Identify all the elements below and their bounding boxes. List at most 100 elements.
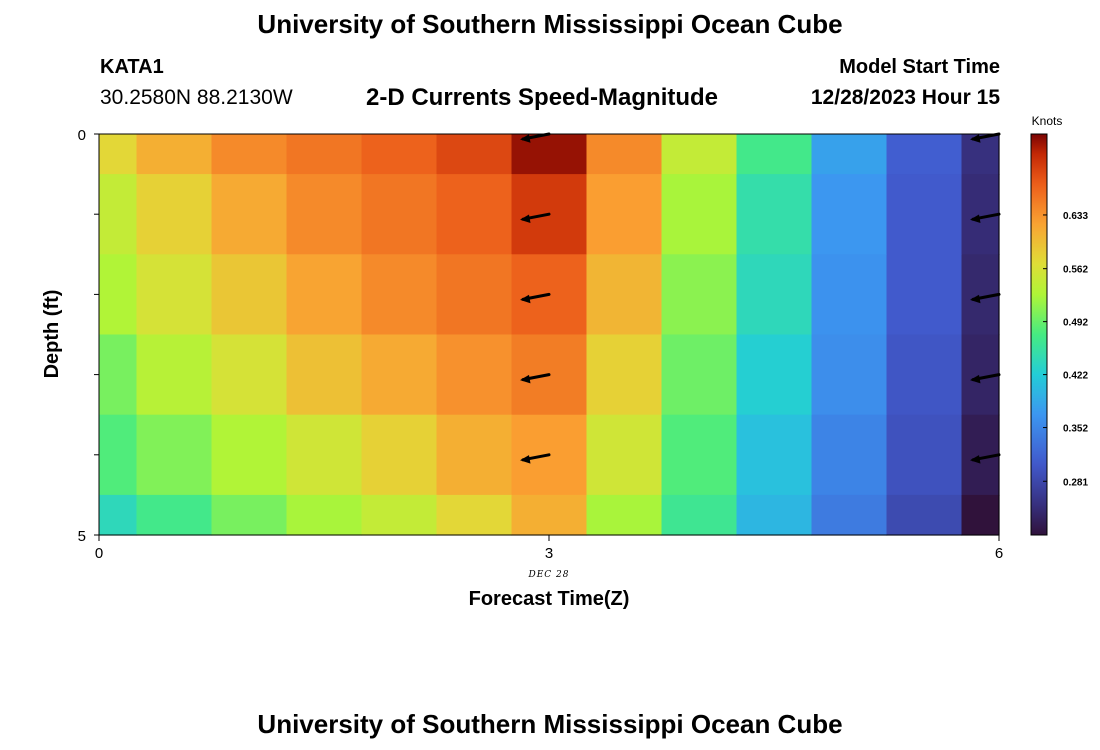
colorbar-tick-label: 0.352 bbox=[1063, 424, 1088, 435]
heatmap-cell bbox=[436, 334, 513, 416]
heatmap-cell bbox=[361, 134, 438, 175]
current-vector-arrow bbox=[970, 132, 1001, 143]
heatmap-cell bbox=[361, 414, 438, 496]
axes: 050 3 6 bbox=[78, 127, 1004, 562]
colorbar-gradient bbox=[1030, 133, 1048, 536]
current-vector-arrow bbox=[520, 373, 551, 384]
chart-subtitle: 2-D Currents Speed-Magnitude bbox=[366, 84, 719, 111]
current-vector-arrow bbox=[520, 132, 551, 143]
current-speed-chart: 050 3 6 Forecast Time(Z) Depth (ft) DEC 28… bbox=[41, 114, 1088, 610]
current-vector-arrow bbox=[970, 292, 1001, 304]
heatmap-cell bbox=[811, 334, 888, 416]
heatmap-cell bbox=[211, 134, 288, 175]
x-tick-label: 6 bbox=[995, 545, 1003, 562]
heatmap-cell bbox=[211, 494, 288, 536]
heatmap-cell bbox=[99, 254, 138, 336]
heatmap-cell bbox=[211, 174, 288, 255]
colorbar-label: Knots bbox=[1032, 114, 1063, 128]
y-axis-label: Depth (ft) bbox=[41, 290, 63, 379]
colorbar-tick-label: 0.281 bbox=[1063, 477, 1088, 488]
heatmap-cell bbox=[211, 414, 288, 496]
heatmap-cell bbox=[436, 494, 513, 536]
heatmap-cell bbox=[661, 414, 738, 496]
heatmap-cell bbox=[99, 134, 138, 175]
y-tick-label: 0 bbox=[78, 127, 86, 144]
heatmap-cell bbox=[136, 174, 213, 255]
heatmap-cell bbox=[136, 254, 213, 336]
heatmap-cell bbox=[736, 134, 813, 175]
heatmap-cell bbox=[886, 134, 963, 175]
heatmap-cell bbox=[286, 494, 363, 536]
heatmap-cell bbox=[511, 494, 588, 536]
heatmap-cell bbox=[586, 334, 663, 416]
heatmap-cell bbox=[99, 414, 138, 496]
heatmap-cell bbox=[661, 494, 738, 536]
heatmap-cell bbox=[136, 334, 213, 416]
heatmap-cells bbox=[99, 134, 1000, 536]
heatmap-cell bbox=[661, 174, 738, 255]
heatmap-cell bbox=[361, 254, 438, 336]
heatmap-cell bbox=[811, 414, 888, 496]
heatmap-cell bbox=[736, 414, 813, 496]
heatmap-cell bbox=[736, 174, 813, 255]
current-vector-arrow bbox=[970, 453, 1001, 464]
heatmap-cell bbox=[436, 174, 513, 255]
colorbar-tick-label: 0.492 bbox=[1063, 318, 1088, 329]
heatmap-cell bbox=[886, 254, 963, 336]
x-tick-label: 0 bbox=[95, 545, 103, 562]
heatmap-cell bbox=[361, 334, 438, 416]
heatmap-cell bbox=[811, 134, 888, 175]
colorbar-tick-label: 0.562 bbox=[1063, 265, 1088, 276]
colorbar-tick-label: 0.633 bbox=[1063, 211, 1088, 222]
x-date-label: DEC 28 bbox=[528, 570, 570, 580]
heatmap-cell bbox=[961, 494, 1000, 536]
station-coordinates: 30.2580N 88.2130W bbox=[100, 86, 293, 109]
y-tick-label: 5 bbox=[78, 528, 86, 545]
heatmap-cell bbox=[586, 254, 663, 336]
x-axis-label: Forecast Time(Z) bbox=[469, 588, 630, 610]
heatmap-cell bbox=[811, 494, 888, 536]
page-title: University of Southern Mississippi Ocean… bbox=[257, 9, 843, 39]
heatmap-cell bbox=[99, 494, 138, 536]
colorbar: Knots 0.633 0.562 0.492 0.422 0.352 0.281 bbox=[1030, 114, 1088, 536]
heatmap-cell bbox=[211, 334, 288, 416]
heatmap-cell bbox=[136, 414, 213, 496]
heatmap-cell bbox=[99, 334, 138, 416]
current-vectors bbox=[520, 132, 1001, 464]
heatmap-cell bbox=[286, 414, 363, 496]
heatmap-cell bbox=[436, 254, 513, 336]
heatmap-cell bbox=[586, 134, 663, 175]
heatmap-cell bbox=[811, 174, 888, 255]
heatmap-cell bbox=[886, 174, 963, 255]
heatmap-cell bbox=[136, 494, 213, 536]
heatmap-cell bbox=[286, 254, 363, 336]
heatmap-cell bbox=[99, 174, 138, 255]
heatmap-cell bbox=[736, 254, 813, 336]
station-id: KATA1 bbox=[100, 56, 164, 78]
heatmap-cell bbox=[361, 174, 438, 255]
current-vector-arrow bbox=[520, 292, 551, 304]
heatmap-cell bbox=[286, 334, 363, 416]
heatmap-cell bbox=[961, 134, 1000, 175]
colorbar-tick-label: 0.422 bbox=[1063, 371, 1088, 382]
heatmap-cell bbox=[586, 174, 663, 255]
heatmap-cell bbox=[736, 334, 813, 416]
heatmap-cell bbox=[436, 414, 513, 496]
current-vector-arrow bbox=[970, 373, 1001, 384]
heatmap-cell bbox=[886, 414, 963, 496]
heatmap-cell bbox=[661, 254, 738, 336]
model-start-label: Model Start Time bbox=[839, 56, 1000, 78]
current-vector-arrow bbox=[520, 212, 551, 223]
heatmap-cell bbox=[361, 494, 438, 536]
heatmap-cell bbox=[211, 254, 288, 336]
heatmap-cell bbox=[811, 254, 888, 336]
x-tick-label: 3 bbox=[545, 545, 553, 562]
heatmap-cell bbox=[661, 334, 738, 416]
current-vector-arrow bbox=[970, 212, 1001, 223]
heatmap-cell bbox=[286, 134, 363, 175]
heatmap-cell bbox=[886, 334, 963, 416]
heatmap-cell bbox=[136, 134, 213, 175]
heatmap-cell bbox=[661, 134, 738, 175]
current-vector-arrow bbox=[520, 453, 551, 464]
heatmap-cell bbox=[736, 494, 813, 536]
